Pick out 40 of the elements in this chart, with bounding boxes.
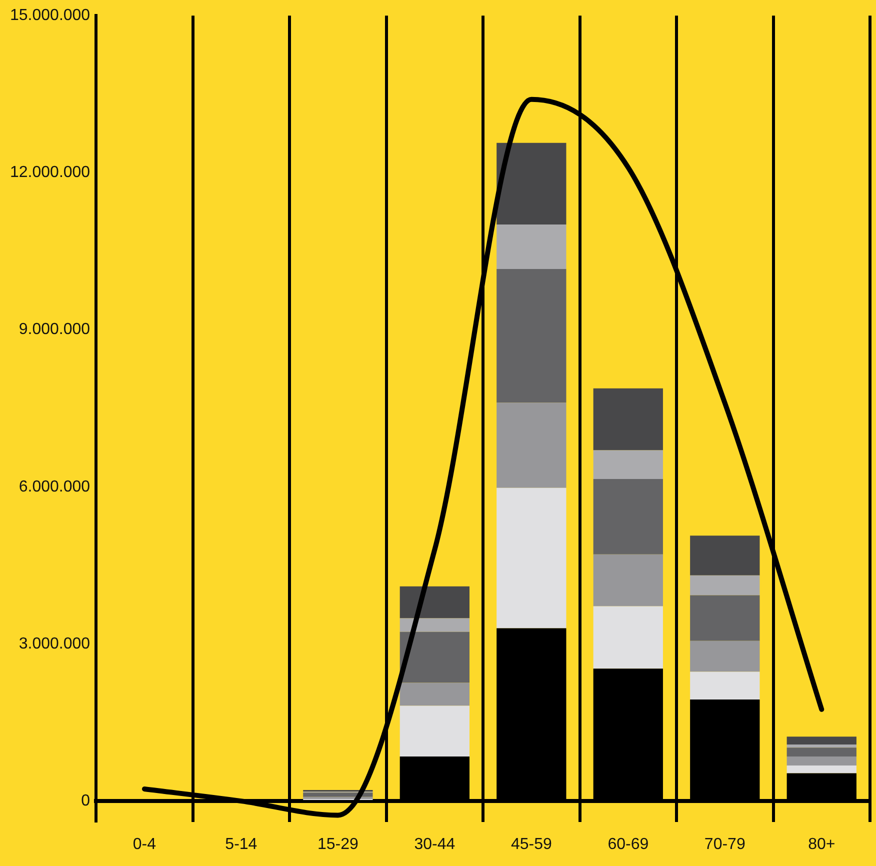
bar bbox=[593, 388, 663, 450]
x-tick-label: 80+ bbox=[808, 836, 836, 854]
bar bbox=[690, 672, 760, 700]
y-tick-label: 6.000.000 bbox=[18, 478, 90, 496]
bar bbox=[496, 224, 566, 270]
bar bbox=[786, 744, 856, 748]
x-tick-label: 60-69 bbox=[608, 836, 649, 854]
bar bbox=[303, 792, 373, 797]
bar bbox=[400, 706, 470, 757]
bar bbox=[786, 765, 856, 774]
bar bbox=[400, 632, 470, 683]
bar bbox=[786, 756, 856, 766]
x-tick-label: 30-44 bbox=[414, 836, 456, 854]
bar bbox=[496, 142, 566, 225]
x-tick-label: 15-29 bbox=[317, 836, 358, 854]
bar bbox=[690, 575, 760, 596]
bar bbox=[593, 554, 663, 606]
bar bbox=[690, 595, 760, 641]
bar bbox=[593, 450, 663, 480]
bar bbox=[400, 682, 470, 706]
y-tick-label: 0 bbox=[81, 792, 90, 810]
x-tick-label: 45-59 bbox=[510, 836, 552, 854]
y-tick-label: 3.000.000 bbox=[18, 635, 90, 652]
y-tick-label: 12.000.000 bbox=[10, 164, 90, 182]
y-tick-label: 15.000.000 bbox=[10, 7, 90, 24]
bar bbox=[690, 536, 760, 576]
bar bbox=[593, 606, 663, 669]
bar bbox=[400, 618, 470, 632]
x-tick-label: 5-14 bbox=[225, 836, 258, 854]
x-tick-label: 70-79 bbox=[704, 836, 746, 854]
bar bbox=[496, 488, 566, 628]
bar bbox=[496, 269, 566, 403]
y-tick-label: 9.000.000 bbox=[18, 321, 90, 338]
bar bbox=[593, 479, 663, 554]
x-tick-label: 0-4 bbox=[132, 836, 156, 854]
bar bbox=[400, 586, 470, 618]
bar bbox=[786, 736, 856, 744]
bar bbox=[786, 748, 856, 757]
bar bbox=[496, 402, 566, 488]
bar bbox=[690, 640, 760, 672]
